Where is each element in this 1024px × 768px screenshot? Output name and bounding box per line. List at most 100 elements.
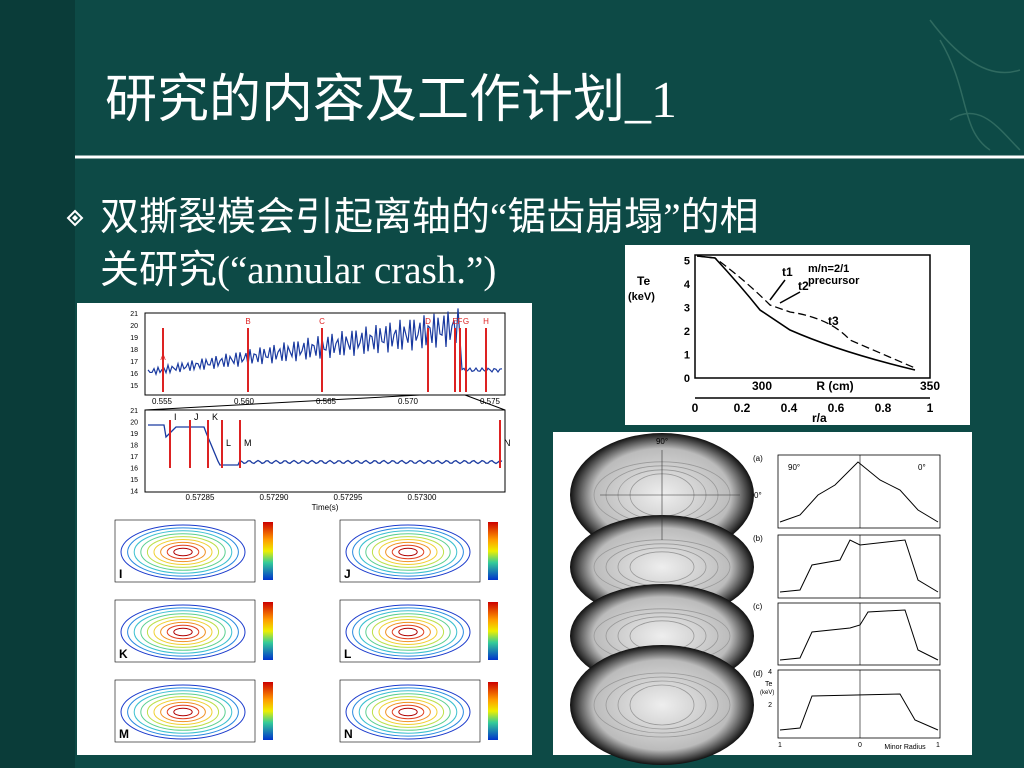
panel-label: (c) <box>753 602 763 611</box>
axis-label: R (cm) <box>816 379 853 393</box>
y-tick-label: 4 <box>768 669 772 676</box>
annotation: m/n=2/1 <box>808 263 849 275</box>
contour <box>133 610 233 654</box>
y-tick-label: 19 <box>130 335 138 342</box>
y-tick-label: 0 <box>684 373 690 385</box>
x-tick-label: 0.570 <box>398 397 419 406</box>
contour <box>140 613 226 651</box>
contour <box>173 547 193 557</box>
panel-label: (d) <box>753 669 763 678</box>
x-tick-label: 0 <box>692 401 699 415</box>
profile-curve <box>779 693 939 731</box>
contour <box>365 533 451 571</box>
y-tick-label: 2 <box>684 326 690 338</box>
contour <box>166 544 200 560</box>
contour <box>153 539 213 565</box>
y-tick-label: 15 <box>130 477 138 484</box>
contour <box>391 544 425 560</box>
contour <box>385 541 431 563</box>
axis-label: Minor Radius <box>884 744 926 751</box>
colorbar <box>263 682 273 740</box>
axis-label: Te <box>637 274 650 288</box>
contour <box>127 527 239 577</box>
time-label: t2 <box>798 279 809 293</box>
contour <box>398 547 418 557</box>
profile-frame <box>777 534 941 599</box>
panel-label: (a) <box>753 454 763 463</box>
colorbar <box>488 682 498 740</box>
angle-label: 0° <box>918 463 926 472</box>
x-tick-label: 0.57295 <box>334 493 363 502</box>
side-strip <box>0 0 75 768</box>
contour-frame <box>339 679 481 743</box>
contour-frame <box>114 519 256 583</box>
panel-letter: L <box>344 647 351 661</box>
tomo-disk <box>570 645 754 765</box>
angle-label: 0° <box>754 491 762 500</box>
profile-curve <box>779 609 939 661</box>
contour <box>358 610 458 654</box>
plot-frame <box>144 409 506 493</box>
ornament <box>929 19 1021 151</box>
zoom-line <box>144 394 421 411</box>
event-letter: E <box>452 317 457 326</box>
contour <box>378 619 438 645</box>
contour <box>371 696 445 728</box>
curve <box>696 255 916 371</box>
contour <box>365 693 451 731</box>
y-tick-label: 14 <box>130 489 138 496</box>
y-tick-label: 16 <box>130 371 138 378</box>
event-letter: C <box>319 317 325 326</box>
y-tick-label: 17 <box>130 454 138 461</box>
contour <box>160 541 206 563</box>
contour <box>120 524 246 580</box>
annotation: precursor <box>808 275 860 287</box>
contour <box>160 621 206 643</box>
x-tick-label: 1 <box>927 401 934 415</box>
contour-frame <box>114 679 256 743</box>
event-letter: D <box>425 317 431 326</box>
y-tick-label: 21 <box>130 311 138 318</box>
contour <box>146 616 220 648</box>
axis-label: Time(s) <box>312 503 339 512</box>
panel-letter: J <box>344 567 351 581</box>
event-letter: F <box>458 317 463 326</box>
y-tick-label: 20 <box>130 323 138 330</box>
figure-sxr <box>77 303 532 755</box>
slide-title: 研究的内容及工作计划_1 <box>105 72 677 129</box>
x-tick-label: 0.57300 <box>408 493 437 502</box>
contour <box>365 613 451 651</box>
contour <box>385 701 431 723</box>
contour <box>345 684 471 740</box>
profile-curve <box>779 539 939 593</box>
y-tick-label: 4 <box>684 279 691 291</box>
axis-label: (keV) <box>760 690 774 696</box>
contour <box>120 684 246 740</box>
bullet-line: 关研究(“annular crash.”) <box>100 249 496 292</box>
contour <box>133 530 233 574</box>
contour <box>133 690 233 734</box>
y-tick-label: 3 <box>684 303 690 315</box>
event-letter: M <box>244 438 252 448</box>
y-tick-label: 16 <box>130 466 138 473</box>
colorbar <box>488 602 498 660</box>
y-tick-label: 20 <box>130 420 138 427</box>
tomo-contour <box>605 676 719 734</box>
contour <box>173 627 193 637</box>
profile-frame <box>777 602 941 666</box>
contour <box>127 687 239 737</box>
tomo-contour <box>629 684 695 726</box>
axis-label: r/a <box>812 411 827 425</box>
contour <box>352 607 464 657</box>
contour <box>146 536 220 568</box>
tomo-contour <box>629 551 695 583</box>
contour <box>166 704 200 720</box>
event-letter: A <box>160 353 166 362</box>
y-tick-label: 18 <box>130 443 138 450</box>
y-tick-label: 5 <box>684 256 690 268</box>
contour-frame <box>339 599 481 663</box>
axis-label: Te <box>765 681 773 688</box>
contour <box>166 624 200 640</box>
event-letter: B <box>245 317 250 326</box>
